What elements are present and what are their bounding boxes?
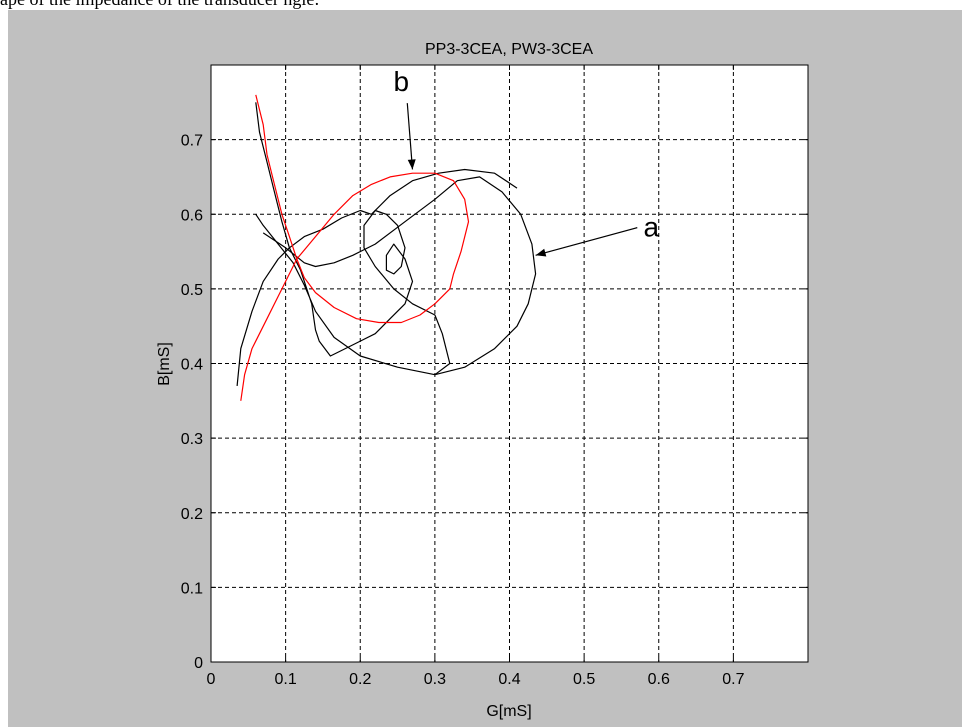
figure-window: 0 0.1 0.2 0.3 0.4 0.5 0.6 0.7 0 0.1 0.2 0.3 0.4 0.5 0.… [8,10,962,727]
x-tick-label: 0 [207,671,216,688]
x-tick-label: 0.3 [424,671,446,688]
annotation-arrowhead-b [407,159,416,170]
y-tick-label: 0.4 [181,357,203,374]
x-tick-label: 0.5 [573,671,595,688]
series-a-line-1 [262,176,537,376]
y-tick-label: 0 [194,655,203,672]
caption-fragment: ape of the impedance of the transducer n… [0,0,319,10]
y-axis-label: B[mS] [156,342,173,386]
y-tick-label: 0.5 [181,282,203,299]
y-tick-label: 0.7 [181,133,203,150]
y-tick-label: 0.3 [181,431,203,448]
series-a-line-2 [370,168,518,215]
axis-ticks: 0 0.1 0.2 0.3 0.4 0.5 0.6 0.7 0 0.1 0.2 0.3 0.4 0.5 0.… [181,65,808,688]
y-tick-label: 0.1 [181,580,203,597]
x-tick-label: 0.2 [349,671,371,688]
annotation-label-a: a [643,212,659,243]
series-a-line-3 [236,209,372,386]
grid [211,65,808,662]
x-tick-label: 0.1 [275,671,297,688]
x-axis-label: G[mS] [486,703,531,720]
annotation-arrow-a [535,227,638,256]
annotation-layer: ab [394,66,659,257]
y-tick-label: 0.2 [181,506,203,523]
series-layer [236,94,537,401]
impedance-chart: 0 0.1 0.2 0.3 0.4 0.5 0.6 0.7 0 0.1 0.2 0.3 0.4 0.5 0.… [156,41,809,720]
annotation-arrow-b [406,103,414,170]
annotation-label-b: b [394,66,410,97]
x-tick-label: 0.6 [648,671,670,688]
annotation-arrowhead-a [535,248,547,257]
x-tick-label: 0.4 [498,671,520,688]
x-tick-label: 0.7 [722,671,744,688]
y-tick-label: 0.6 [181,207,203,224]
series-a-line-0 [255,102,451,376]
chart-title: PP3-3CEA, PW3-3CEA [425,41,593,58]
series-b-line-4 [240,94,470,401]
